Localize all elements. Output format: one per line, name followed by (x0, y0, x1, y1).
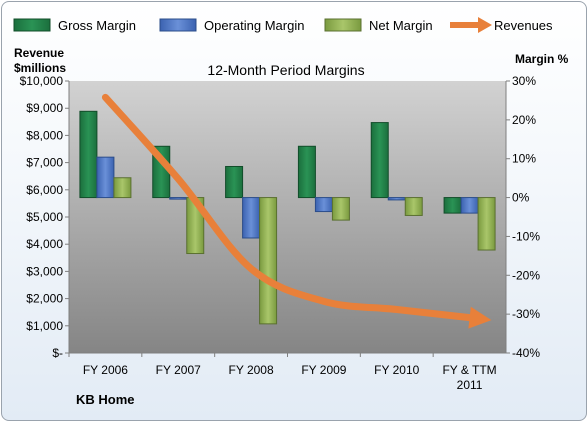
left-tick-label: $4,000 (26, 237, 63, 251)
bar-net-margin (259, 197, 278, 325)
right-tick-label: 20% (512, 113, 536, 127)
company-label: KB Home (76, 392, 135, 407)
right-tick-label: 30% (512, 74, 536, 88)
left-tick-label: $3,000 (26, 264, 63, 278)
left-tick-label: $- (52, 346, 63, 360)
bar-gross-margin (370, 122, 389, 199)
bar-operating-margin (169, 197, 188, 200)
legend-swatch (13, 18, 51, 32)
left-tick-label: $2,000 (26, 292, 63, 306)
bar-net-margin (477, 197, 496, 251)
bar-operating-margin (242, 197, 261, 239)
legend-label: Net Margin (369, 18, 433, 33)
right-tick-label: -40% (512, 346, 540, 360)
left-tick-label: $6,000 (26, 183, 63, 197)
bar-gross-margin (225, 165, 244, 199)
x-tick-label: 2011 (457, 378, 483, 392)
x-tick-label: FY 2009 (301, 363, 346, 377)
left-axis-title: $millions (14, 61, 66, 75)
bar-operating-margin (96, 156, 115, 199)
left-tick-label: $7,000 (26, 156, 63, 170)
revenue-line (101, 93, 474, 322)
right-tick-label: -30% (512, 307, 540, 321)
right-tick-label: 10% (512, 152, 536, 166)
left-tick-label: $1,000 (26, 319, 63, 333)
legend-label: Revenues (494, 18, 553, 33)
x-tick-label: FY 2010 (374, 363, 419, 377)
bar-operating-margin (314, 197, 333, 213)
bar-operating-margin (460, 197, 479, 214)
x-tick-label: FY 2008 (229, 363, 274, 377)
x-tick-label: FY & TTM (442, 363, 496, 377)
x-tick-label: FY 2007 (156, 363, 201, 377)
right-tick-label: 0% (512, 191, 530, 205)
legend-arrow-icon (478, 17, 492, 33)
legend-swatch (324, 18, 362, 32)
chart-title: 12-Month Period Margins (207, 62, 364, 78)
right-axis-title: Margin % (515, 52, 569, 66)
legend-label: Operating Margin (204, 18, 304, 33)
bar-net-margin (404, 197, 423, 216)
left-tick-label: $9,000 (26, 101, 63, 115)
plot-area (69, 81, 506, 353)
left-tick-label: $5,000 (26, 210, 63, 224)
bar-gross-margin (297, 145, 316, 199)
legend-swatch (159, 18, 197, 32)
x-tick-label: FY 2006 (83, 363, 128, 377)
bar-operating-margin (387, 197, 406, 201)
legend-label: Gross Margin (58, 18, 136, 33)
bar-gross-margin (443, 197, 462, 214)
right-tick-label: -10% (512, 229, 540, 243)
left-tick-label: $8,000 (26, 128, 63, 142)
bar-net-margin (331, 197, 350, 221)
revenue-arrowhead (468, 306, 492, 329)
left-tick-label: $10,000 (20, 74, 64, 88)
bar-net-margin (113, 177, 132, 199)
left-axis-title: Revenue (14, 46, 64, 60)
bar-gross-margin (79, 110, 98, 199)
right-tick-label: -20% (512, 268, 540, 282)
